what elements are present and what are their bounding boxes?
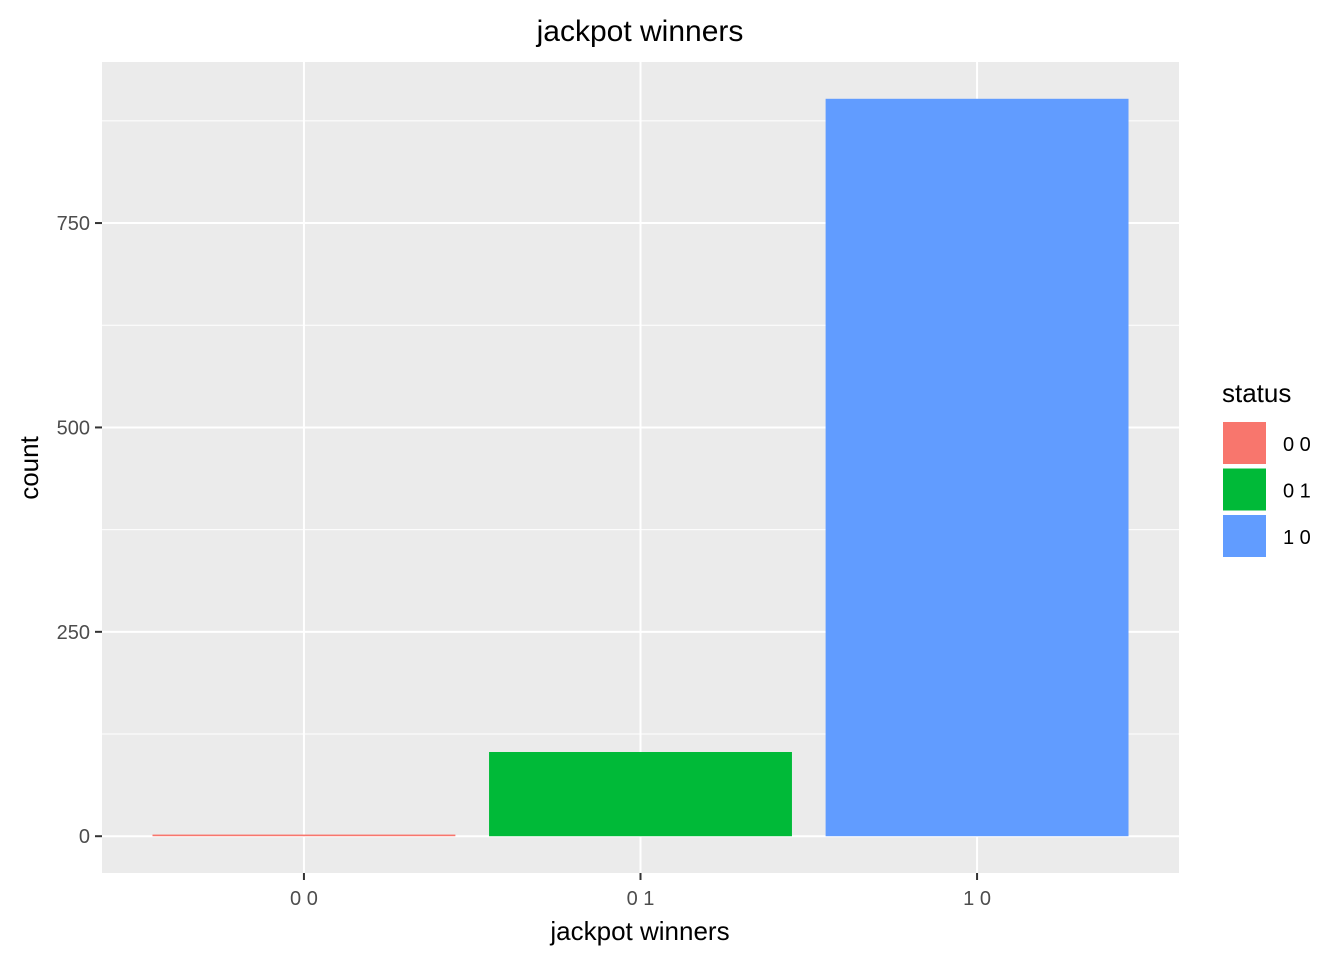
legend-key xyxy=(1223,422,1266,464)
legend-key xyxy=(1223,468,1266,511)
y-axis-title: count xyxy=(14,435,44,499)
legend-label: 0 0 xyxy=(1283,434,1311,456)
bars-layer xyxy=(152,98,1129,837)
y-axis: 0 250 500 750 xyxy=(57,213,102,848)
x-axis-title: jackpot winners xyxy=(549,916,729,946)
legend-key xyxy=(1223,515,1266,557)
y-tick-label: 500 xyxy=(57,417,90,439)
bar-0-1 xyxy=(489,752,792,837)
chart-title: jackpot winners xyxy=(536,15,744,48)
legend-label: 1 0 xyxy=(1283,527,1311,549)
legend-title: status xyxy=(1222,378,1291,408)
x-tick-label: 0 1 xyxy=(627,888,655,910)
y-tick-label: 250 xyxy=(57,622,90,644)
legend: status 0 0 0 1 1 0 xyxy=(1222,378,1311,557)
x-axis: 0 0 0 1 1 0 xyxy=(290,873,991,910)
x-tick-label: 0 0 xyxy=(290,888,318,910)
bar-0-0 xyxy=(152,834,456,837)
x-tick-label: 1 0 xyxy=(963,888,991,910)
legend-label: 0 1 xyxy=(1283,481,1311,503)
y-tick-label: 750 xyxy=(57,213,90,235)
bar-1-0 xyxy=(825,98,1129,837)
y-tick-label: 0 xyxy=(79,826,90,848)
